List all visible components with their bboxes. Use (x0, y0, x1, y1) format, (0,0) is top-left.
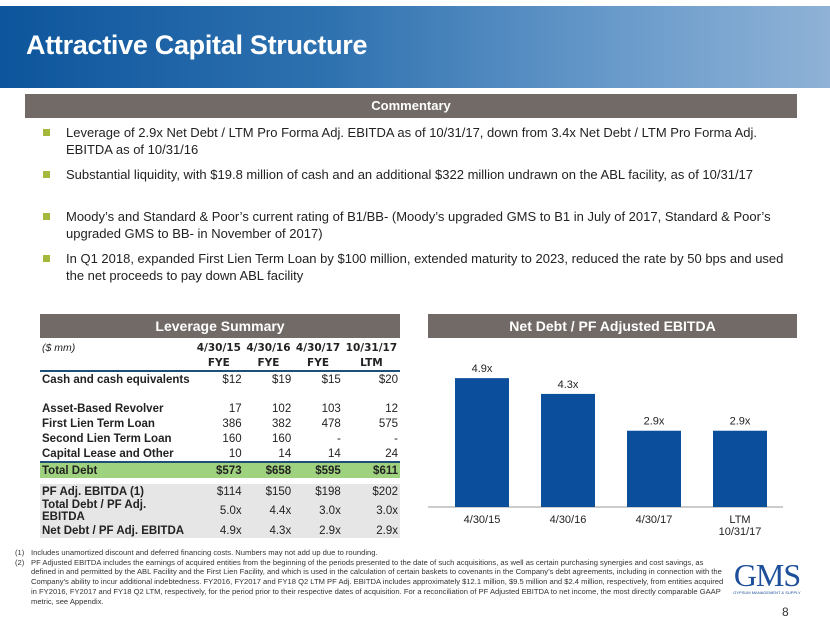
footnotes: (1) Includes unamortized discount and def… (15, 548, 725, 606)
column-header: 4/30/17 (295, 341, 341, 354)
column-header: 4/30/15 (196, 341, 241, 354)
bullet-square-icon (43, 255, 50, 262)
data-label: 4.9x (472, 363, 493, 375)
bullet-square-icon (43, 213, 50, 220)
data-label: 2.9x (730, 416, 751, 428)
column-subheader: FYE (207, 356, 230, 369)
table-row: Net Debt / PF Adj. EBITDA 4.9x 4.3x 2.9x 2.9… (40, 523, 400, 538)
gms-logo: GMS GYPSUM MANAGEMENT & SUPPLY (733, 557, 801, 595)
column-subheader: LTM (360, 356, 383, 369)
footnote: (1) Includes unamortized discount and def… (15, 548, 378, 557)
bullet-item: Substantial liquidity, with $19.8 millio… (43, 166, 785, 183)
footnote: (2) PF Adjusted EBITDA includes the earni… (15, 557, 724, 606)
data-label: 4.3x (558, 379, 579, 391)
commentary-header: Commentary (25, 94, 797, 118)
page-title: Attractive Capital Structure (26, 30, 368, 60)
table-row: Total Debt / PF Adj. EBITDA 5.0x 4.4x 3.0x 3… (40, 499, 400, 523)
bullet-item: Moody’s and Standard & Poor’s current ra… (43, 208, 785, 242)
bar (455, 378, 509, 507)
column-subheader: FYE (307, 356, 329, 369)
bullet-square-icon (43, 171, 50, 178)
leverage-summary-header: Leverage Summary (40, 314, 400, 338)
total-debt-row: Total Debt $573 $658 $595 $611 (40, 461, 400, 478)
page-number: 8 (782, 605, 789, 619)
leverage-table: ($ mm) 4/30/15 4/30/16 4/30/17 10/31/17 FYE… (40, 340, 400, 538)
table-row: Second Lien Term Loan 160 160- - (42, 432, 398, 445)
column-header: 10/31/17 (345, 341, 398, 354)
table-row: Cash and cash equivalents $12 $19 $15 $20 (42, 373, 398, 386)
table-row: Asset-Based Revolver 17 102 103 12 (42, 402, 398, 415)
bar (541, 393, 595, 507)
x-tick-label: 4/30/17 (636, 514, 673, 526)
bullet-square-icon (43, 129, 50, 136)
data-label: 2.9x (644, 416, 665, 428)
x-tick-label: 4/30/15 (464, 514, 501, 526)
table-header-row: ($ mm) 4/30/15 4/30/16 4/30/17 10/31/17 (40, 340, 400, 355)
x-tick-label: LTM (729, 514, 750, 526)
table-row: First Lien Term Loan 386 382 478 575 (42, 417, 398, 430)
net-debt-chart: 4.9x 4/30/15 4.3x 4/30/16 2.9x 4/30/17 2.9x LTM… (428, 363, 783, 538)
unit-label: ($ mm) (42, 341, 76, 354)
x-tick-label: 10/31/17 (719, 526, 762, 538)
column-header: 4/30/16 (246, 341, 291, 354)
x-tick-label: 4/30/16 (550, 514, 587, 526)
bullet-item: In Q1 2018, expanded First Lien Term Loa… (43, 250, 785, 284)
table-row: PF Adj. EBITDA (1) $114 $150 $198 $202 (40, 484, 400, 499)
chart-title: Net Debt / PF Adjusted EBITDA (428, 314, 797, 338)
column-subheader: FYE (257, 356, 280, 369)
bullet-item: Leverage of 2.9x Net Debt / LTM Pro Form… (43, 124, 785, 158)
header-banner (0, 6, 830, 88)
bar (627, 430, 681, 507)
table-row: Capital Lease and Other 10 14 14 24 (42, 447, 398, 460)
bar (713, 430, 767, 507)
